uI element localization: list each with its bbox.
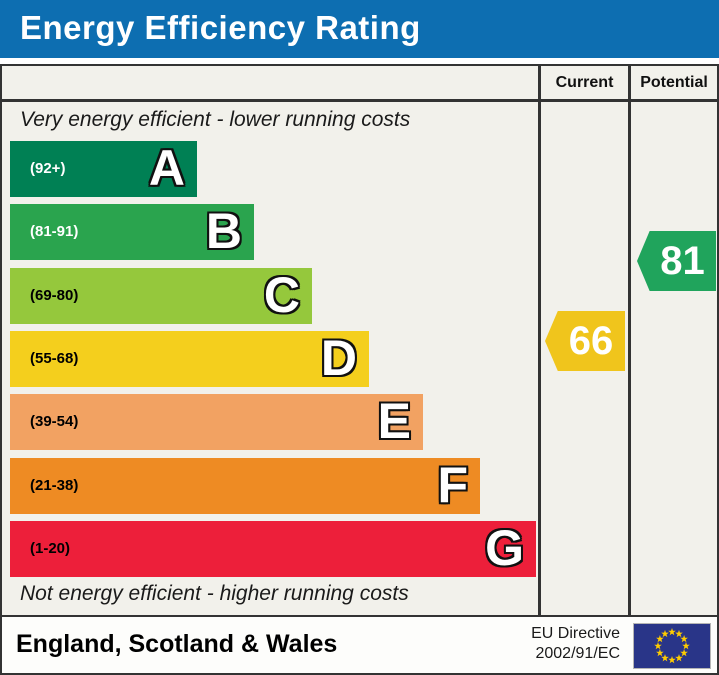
band-range-label: (55-68) — [30, 349, 79, 367]
band-range-label: (69-80) — [30, 286, 79, 304]
band-row-d: (55-68) D — [10, 329, 369, 387]
potential-column-header: Potential — [640, 74, 708, 91]
band-letter: E — [377, 393, 411, 450]
potential-rating-value: 81 — [660, 238, 705, 283]
header-divider — [2, 99, 717, 102]
column-divider-current — [538, 66, 541, 615]
eu-directive-line1: EU Directive — [531, 625, 620, 642]
band-row-f: (21-38) F — [10, 456, 480, 514]
band-row-a: (92+) A — [10, 140, 197, 197]
band-row-c: (69-80) C — [10, 266, 312, 324]
band-letter: A — [148, 140, 185, 196]
band-row-g: (1-20) G — [10, 519, 536, 577]
band-row-e: (39-54) E — [10, 393, 423, 451]
band-row-b: (81-91) B — [10, 203, 254, 261]
band-letter: B — [205, 203, 242, 260]
bottom-caption: Not energy efficient - higher running co… — [20, 582, 409, 605]
column-divider-potential — [628, 66, 631, 615]
band-range-label: (81-91) — [30, 223, 79, 241]
band-range-label: (92+) — [30, 160, 66, 177]
eu-flag-icon — [633, 623, 711, 669]
page-title: Energy Efficiency Rating — [20, 9, 421, 46]
band-range-label: (21-38) — [30, 476, 79, 494]
title-bar: Energy Efficiency Rating — [0, 0, 719, 58]
eu-directive-line2: 2002/91/EC — [535, 645, 620, 662]
top-caption: Very energy efficient - lower running co… — [20, 108, 411, 131]
footer-bar: England, Scotland & Wales EU Directive 2… — [0, 617, 719, 675]
band-letter: D — [320, 329, 357, 386]
band-letter: G — [485, 519, 524, 576]
band-letter: F — [437, 456, 468, 513]
current-rating-arrow: 66 — [545, 311, 625, 371]
potential-rating-arrow: 81 — [637, 231, 716, 291]
eu-directive-label: EU Directive 2002/91/EC — [531, 624, 620, 664]
region-label: England, Scotland & Wales — [16, 630, 338, 658]
band-letter: C — [263, 266, 300, 323]
band-range-label: (1-20) — [30, 539, 71, 557]
current-rating-value: 66 — [568, 318, 614, 363]
band-range-label: (39-54) — [30, 413, 79, 431]
current-column-header: Current — [555, 74, 614, 91]
rating-table: Current Potential Very energy efficient … — [0, 64, 719, 617]
